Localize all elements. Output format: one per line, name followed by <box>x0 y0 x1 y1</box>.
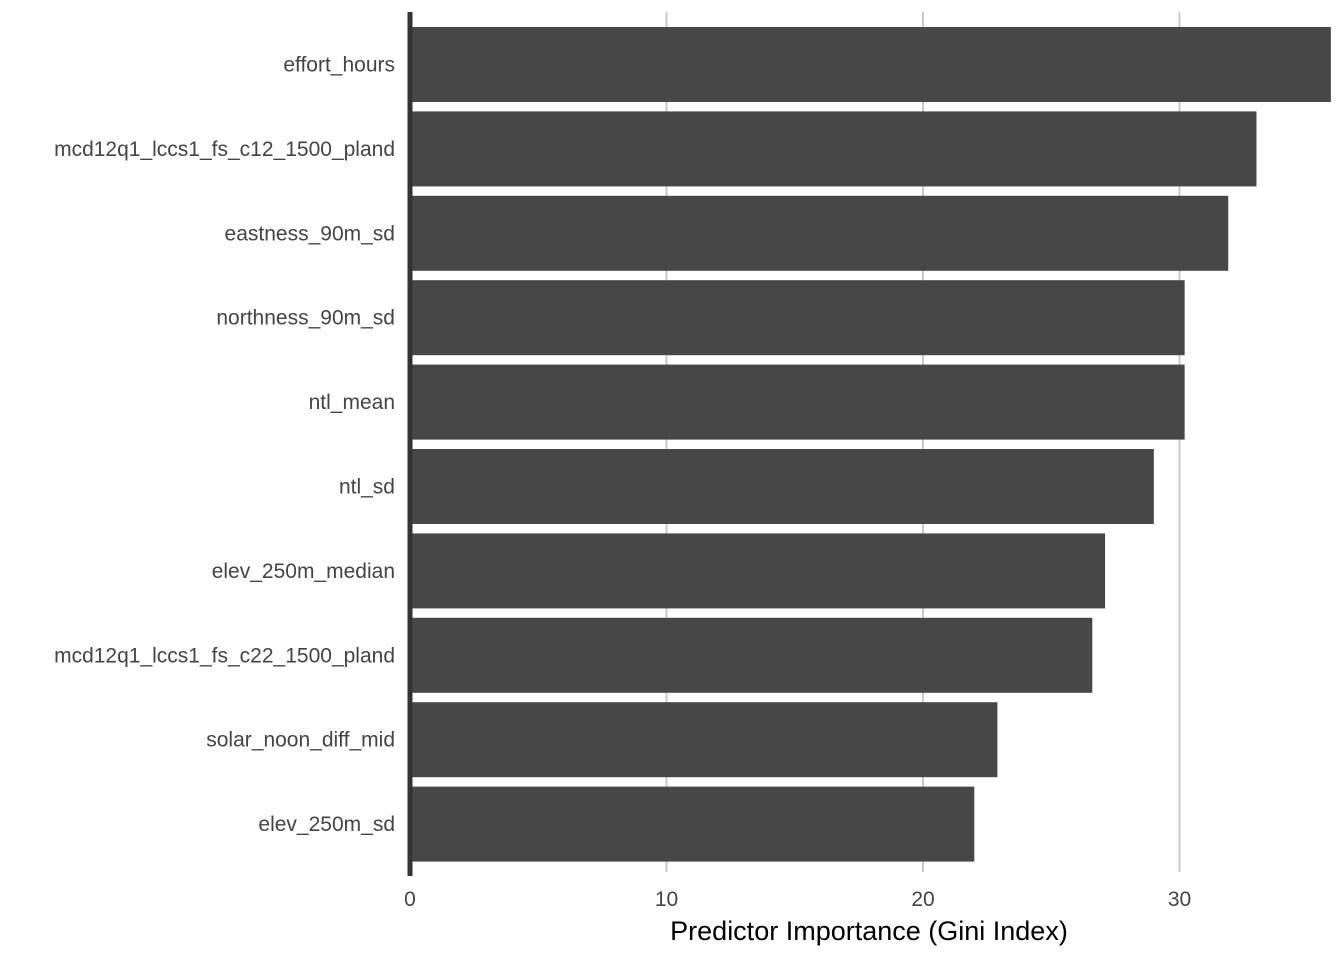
bar-solar_noon_diff_mid <box>410 702 998 778</box>
bar-effort_hours <box>410 27 1331 102</box>
category-labels: effort_hours mcd12q1_lccs1_fs_c12_1500_pl… <box>54 54 395 837</box>
category-label-ntl_mean: ntl_mean <box>309 391 395 414</box>
bars <box>410 27 1331 862</box>
x-axis-title: Predictor Importance (Gini Index) <box>670 916 1068 946</box>
category-label-elev_250m_sd: elev_250m_sd <box>258 813 395 836</box>
category-label-eastness_90m_sd: eastness_90m_sd <box>225 222 395 245</box>
bar-ntl_mean <box>410 364 1185 440</box>
category-label-elev_250m_median: elev_250m_median <box>212 560 395 583</box>
bar-ntl_sd <box>410 449 1154 524</box>
x-tick-label-0: 0 <box>404 888 416 911</box>
x-tick-label-20: 20 <box>911 888 934 911</box>
category-label-northness_90m_sd: northness_90m_sd <box>216 307 395 330</box>
bar-eastness_90m_sd <box>410 195 1229 271</box>
x-tick-label-10: 10 <box>655 888 678 911</box>
category-label-mcd12q1_lccs1_fs_c22_1500_pland: mcd12q1_lccs1_fs_c22_1500_pland <box>54 644 395 667</box>
x-tick-labels: 0 10 20 30 <box>404 888 1191 911</box>
category-label-solar_noon_diff_mid: solar_noon_diff_mid <box>206 729 395 752</box>
category-label-mcd12q1_lccs1_fs_c12_1500_pland: mcd12q1_lccs1_fs_c12_1500_pland <box>54 138 395 161</box>
bar-elev_250m_sd <box>410 786 975 862</box>
bar-northness_90m_sd <box>410 280 1185 356</box>
category-label-effort_hours: effort_hours <box>283 54 395 77</box>
bar-mcd12q1_lccs1_fs_c12_1500_pland <box>410 111 1257 187</box>
bar-mcd12q1_lccs1_fs_c22_1500_pland <box>410 617 1093 693</box>
x-tick-label-30: 30 <box>1168 888 1191 911</box>
bar-elev_250m_median <box>410 533 1106 609</box>
category-label-ntl_sd: ntl_sd <box>339 476 395 499</box>
